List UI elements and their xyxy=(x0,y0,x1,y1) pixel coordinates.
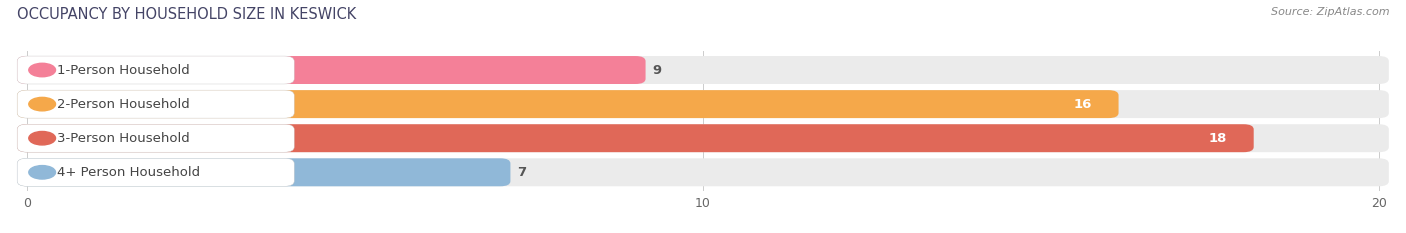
Text: 18: 18 xyxy=(1208,132,1226,145)
FancyBboxPatch shape xyxy=(17,56,645,84)
Text: Source: ZipAtlas.com: Source: ZipAtlas.com xyxy=(1271,7,1389,17)
Text: 1-Person Household: 1-Person Household xyxy=(58,64,190,76)
FancyBboxPatch shape xyxy=(17,158,294,186)
Text: 7: 7 xyxy=(517,166,526,179)
Text: 2-Person Household: 2-Person Household xyxy=(58,98,190,111)
FancyBboxPatch shape xyxy=(17,158,1389,186)
Text: 9: 9 xyxy=(652,64,661,76)
FancyBboxPatch shape xyxy=(17,158,510,186)
FancyBboxPatch shape xyxy=(17,90,294,118)
Text: 4+ Person Household: 4+ Person Household xyxy=(58,166,200,179)
Text: 3-Person Household: 3-Person Household xyxy=(58,132,190,145)
FancyBboxPatch shape xyxy=(17,90,1119,118)
FancyBboxPatch shape xyxy=(17,124,294,152)
Circle shape xyxy=(28,166,55,179)
Circle shape xyxy=(28,131,55,145)
FancyBboxPatch shape xyxy=(17,56,294,84)
Circle shape xyxy=(28,97,55,111)
FancyBboxPatch shape xyxy=(17,124,1389,152)
Circle shape xyxy=(28,63,55,77)
FancyBboxPatch shape xyxy=(17,124,1254,152)
FancyBboxPatch shape xyxy=(17,56,1389,84)
FancyBboxPatch shape xyxy=(17,90,1389,118)
Text: 16: 16 xyxy=(1073,98,1091,111)
Text: OCCUPANCY BY HOUSEHOLD SIZE IN KESWICK: OCCUPANCY BY HOUSEHOLD SIZE IN KESWICK xyxy=(17,7,356,22)
